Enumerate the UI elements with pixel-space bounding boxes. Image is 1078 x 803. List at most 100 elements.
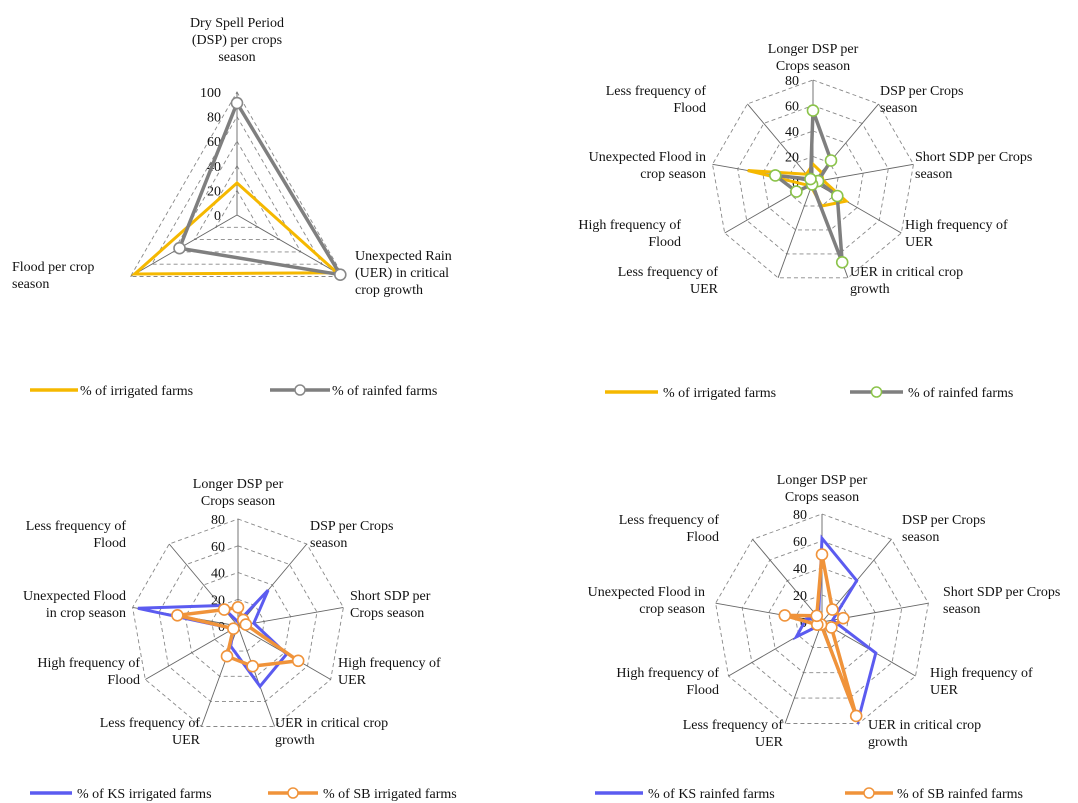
grid-ring [158,545,318,702]
tick-label: 80 [785,74,799,89]
category-label: Longer DSP per Crops season [777,473,868,505]
category-label: Unexpected Flood in crop season [589,150,706,182]
tick-label: 40 [793,562,807,577]
series-marker [768,169,782,182]
category-label: Short SDP per Crops season [943,585,1060,617]
category-label: Unexpected Rain (UER) in critical crop gro… [355,249,452,298]
legend-label: % of rainfed farms [332,384,437,399]
grid-ring [184,572,292,677]
category-label: High frequency of UER [905,218,1008,250]
category-label: High frequency of Flood [616,666,719,698]
axis-spoke [236,214,344,277]
axis-spoke [812,163,914,183]
legend-marker [287,787,299,799]
grid-ring [741,540,903,699]
series-marker [291,654,305,668]
legend-label: % of rainfed farms [908,386,1013,401]
tick-label: 80 [211,513,225,528]
category-label: Less frequency of Flood [619,513,720,545]
series-line-2 [784,554,858,717]
category-label: DSP per Crops season [902,513,986,545]
series-marker [835,255,849,269]
legend-label: % of irrigated farms [663,386,776,401]
category-label: High frequency of Flood [578,218,681,250]
series-marker [806,104,820,117]
series-marker [246,659,259,673]
legend-marker [294,384,306,396]
tick-label: 60 [793,535,807,550]
category-label: High frequency of UER [338,656,441,688]
axis-spoke [715,602,823,623]
series-marker [171,608,184,622]
grid-ring [737,105,889,255]
series-line-2 [177,99,344,278]
axis-spoke [777,181,814,278]
category-label: Short SDP per Crops season [350,589,431,621]
category-label: Flood per crop season [12,260,94,292]
tick-label: 80 [793,508,807,523]
series-marker [836,611,850,625]
legend-label: % of irrigated farms [80,384,193,399]
grid-ring [762,130,864,231]
series-marker [825,621,838,634]
series-line-1 [137,589,289,689]
legend-label: % of KS rainfed farms [648,787,775,802]
series-marker [333,268,347,282]
category-label: Short SDP per Crops season [915,150,1032,182]
series-marker [230,96,244,110]
series-line-2 [769,110,844,263]
category-label: UER in critical crop growth [868,718,981,750]
category-label: DSP per Crops season [310,519,394,551]
category-label: UER in critical crop growth [850,265,963,297]
tick-label: 0 [214,209,221,224]
category-label: Unexpected Flood in crop season [588,585,705,617]
tick-label: 60 [785,100,799,115]
series-marker [173,241,186,255]
grid-ring [214,189,260,228]
grid-ring [715,513,929,724]
series-marker [830,189,844,203]
grid-ring [129,91,345,277]
tick-label: 20 [207,184,221,199]
category-label: DSP per Crops season [880,84,964,116]
legend-label: % of KS irrigated farms [77,787,212,802]
category-label: Longer DSP per Crops season [768,42,859,74]
tick-label: 100 [200,86,221,101]
grid-ring [172,140,302,253]
legend-marker [870,386,883,398]
series-marker [815,548,829,561]
category-label: Unexpected Flood in crop season [23,589,126,621]
category-label: Less frequency of UER [618,265,719,297]
legend-label: % of SB irrigated farms [323,787,457,802]
legend-marker [863,787,875,799]
category-label: High frequency of UER [930,666,1033,698]
tick-label: 20 [785,151,799,166]
series-marker [810,609,824,623]
tick-label: 40 [785,125,799,140]
axis-spoke [145,625,239,680]
series-marker [231,600,245,614]
series-marker [220,649,234,663]
series-marker [790,185,803,198]
grid-ring [132,518,344,727]
category-label: Dry Spell Period (DSP) per crops season [190,16,284,65]
series-marker [826,603,839,616]
tick-label: 40 [211,567,225,582]
series-marker [849,709,863,723]
series-line-1 [130,180,341,276]
axis-spoke [237,543,308,627]
tick-label: 60 [207,135,221,150]
series-marker [824,154,838,167]
legend-label: % of SB rainfed farms [897,787,1023,802]
tick-label: 60 [211,540,225,555]
series-marker [804,172,817,186]
series-marker [239,618,253,631]
category-label: Less frequency of Flood [26,519,127,551]
axis-spoke [747,103,814,183]
tick-label: 20 [793,589,807,604]
grid-ring [787,156,839,207]
